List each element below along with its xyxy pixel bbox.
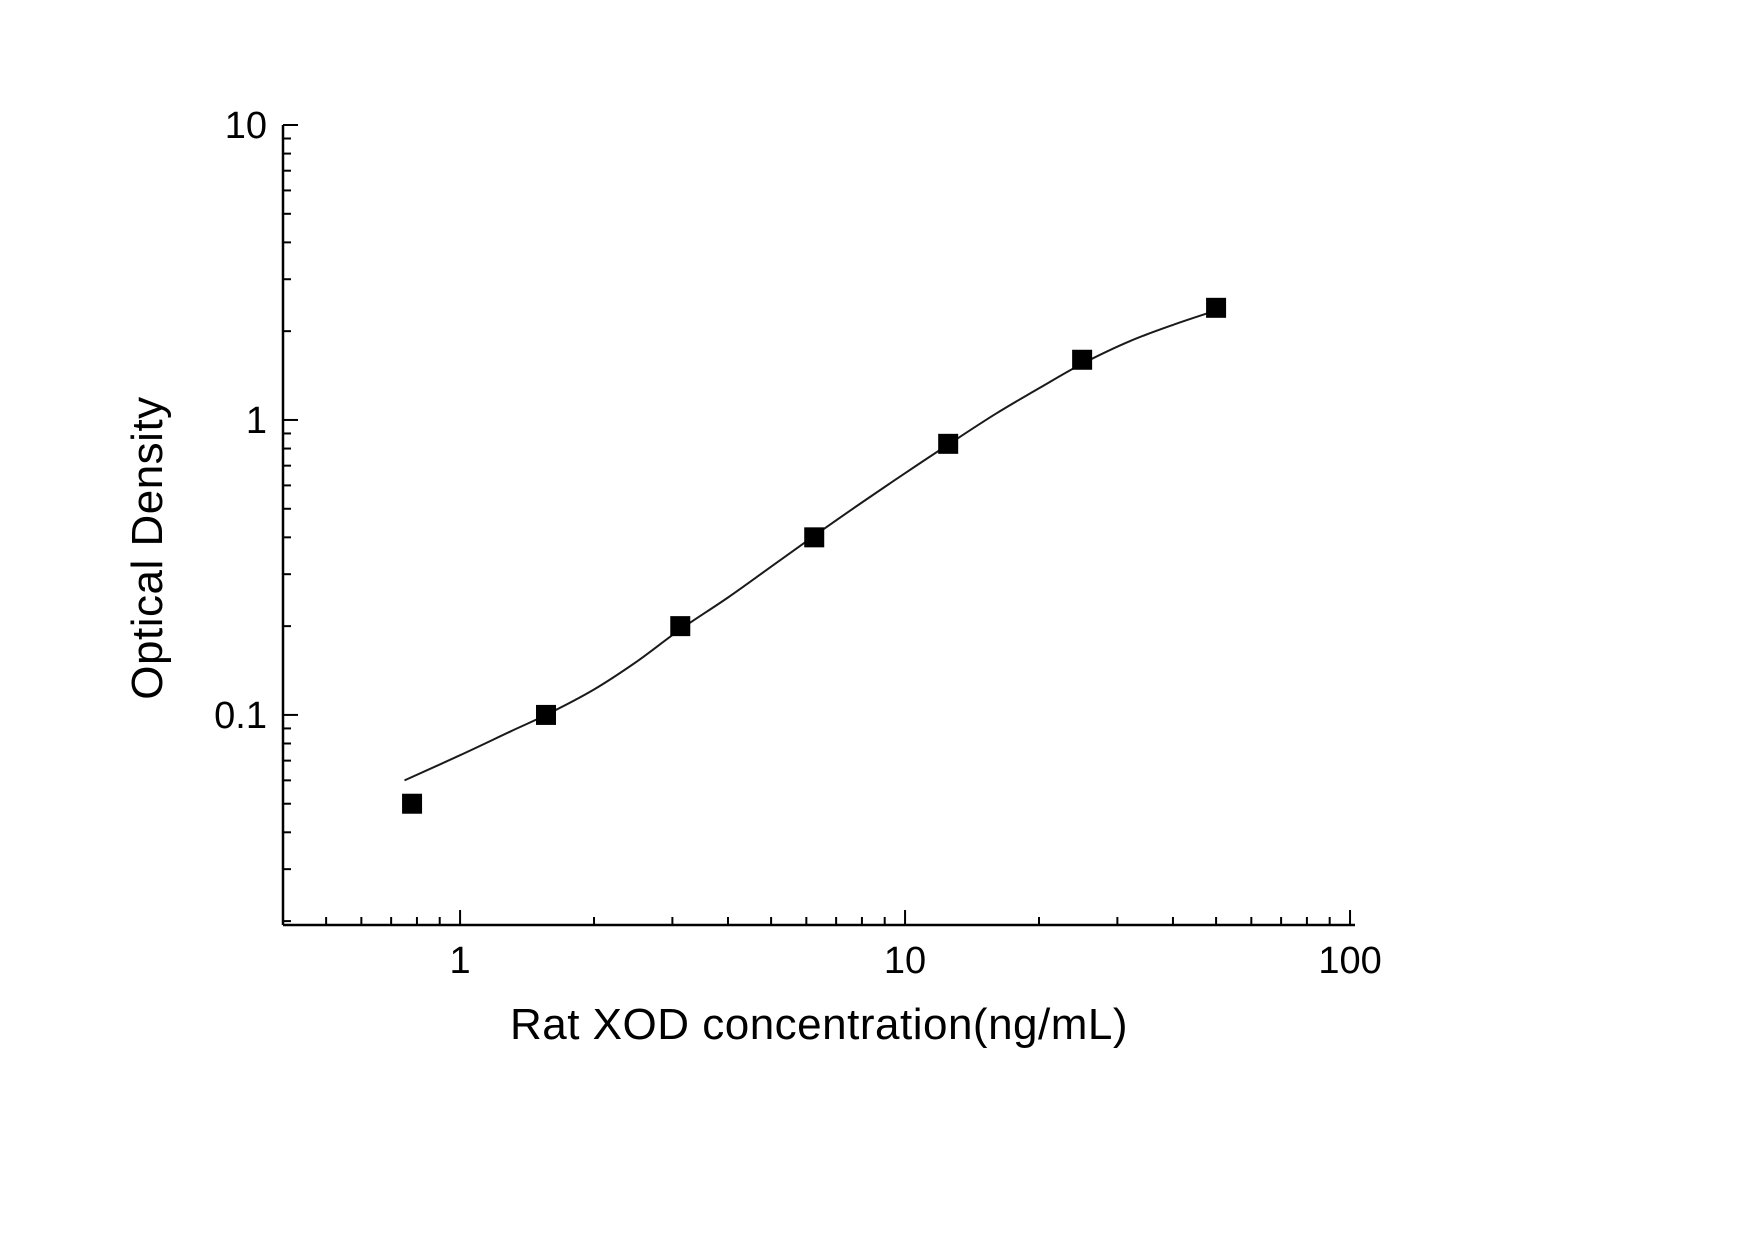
x-tick-label: 10 <box>884 940 926 982</box>
y-tick-label: 10 <box>225 105 267 147</box>
data-point-square <box>1072 349 1093 370</box>
data-point-square <box>402 793 423 814</box>
data-point-square <box>938 433 959 454</box>
data-point-square <box>536 704 557 725</box>
data-point-square <box>804 527 825 548</box>
x-tick-label: 1 <box>450 940 471 982</box>
y-tick-label: 1 <box>246 400 267 442</box>
data-point-square <box>1206 297 1227 318</box>
data-point-square <box>670 616 691 637</box>
y-tick-label: 0.1 <box>214 695 267 737</box>
y-axis-title: Optical Density <box>123 396 172 700</box>
x-tick-label: 100 <box>1318 940 1381 982</box>
x-axis-title: Rat XOD concentration(ng/mL) <box>509 1000 1129 1049</box>
